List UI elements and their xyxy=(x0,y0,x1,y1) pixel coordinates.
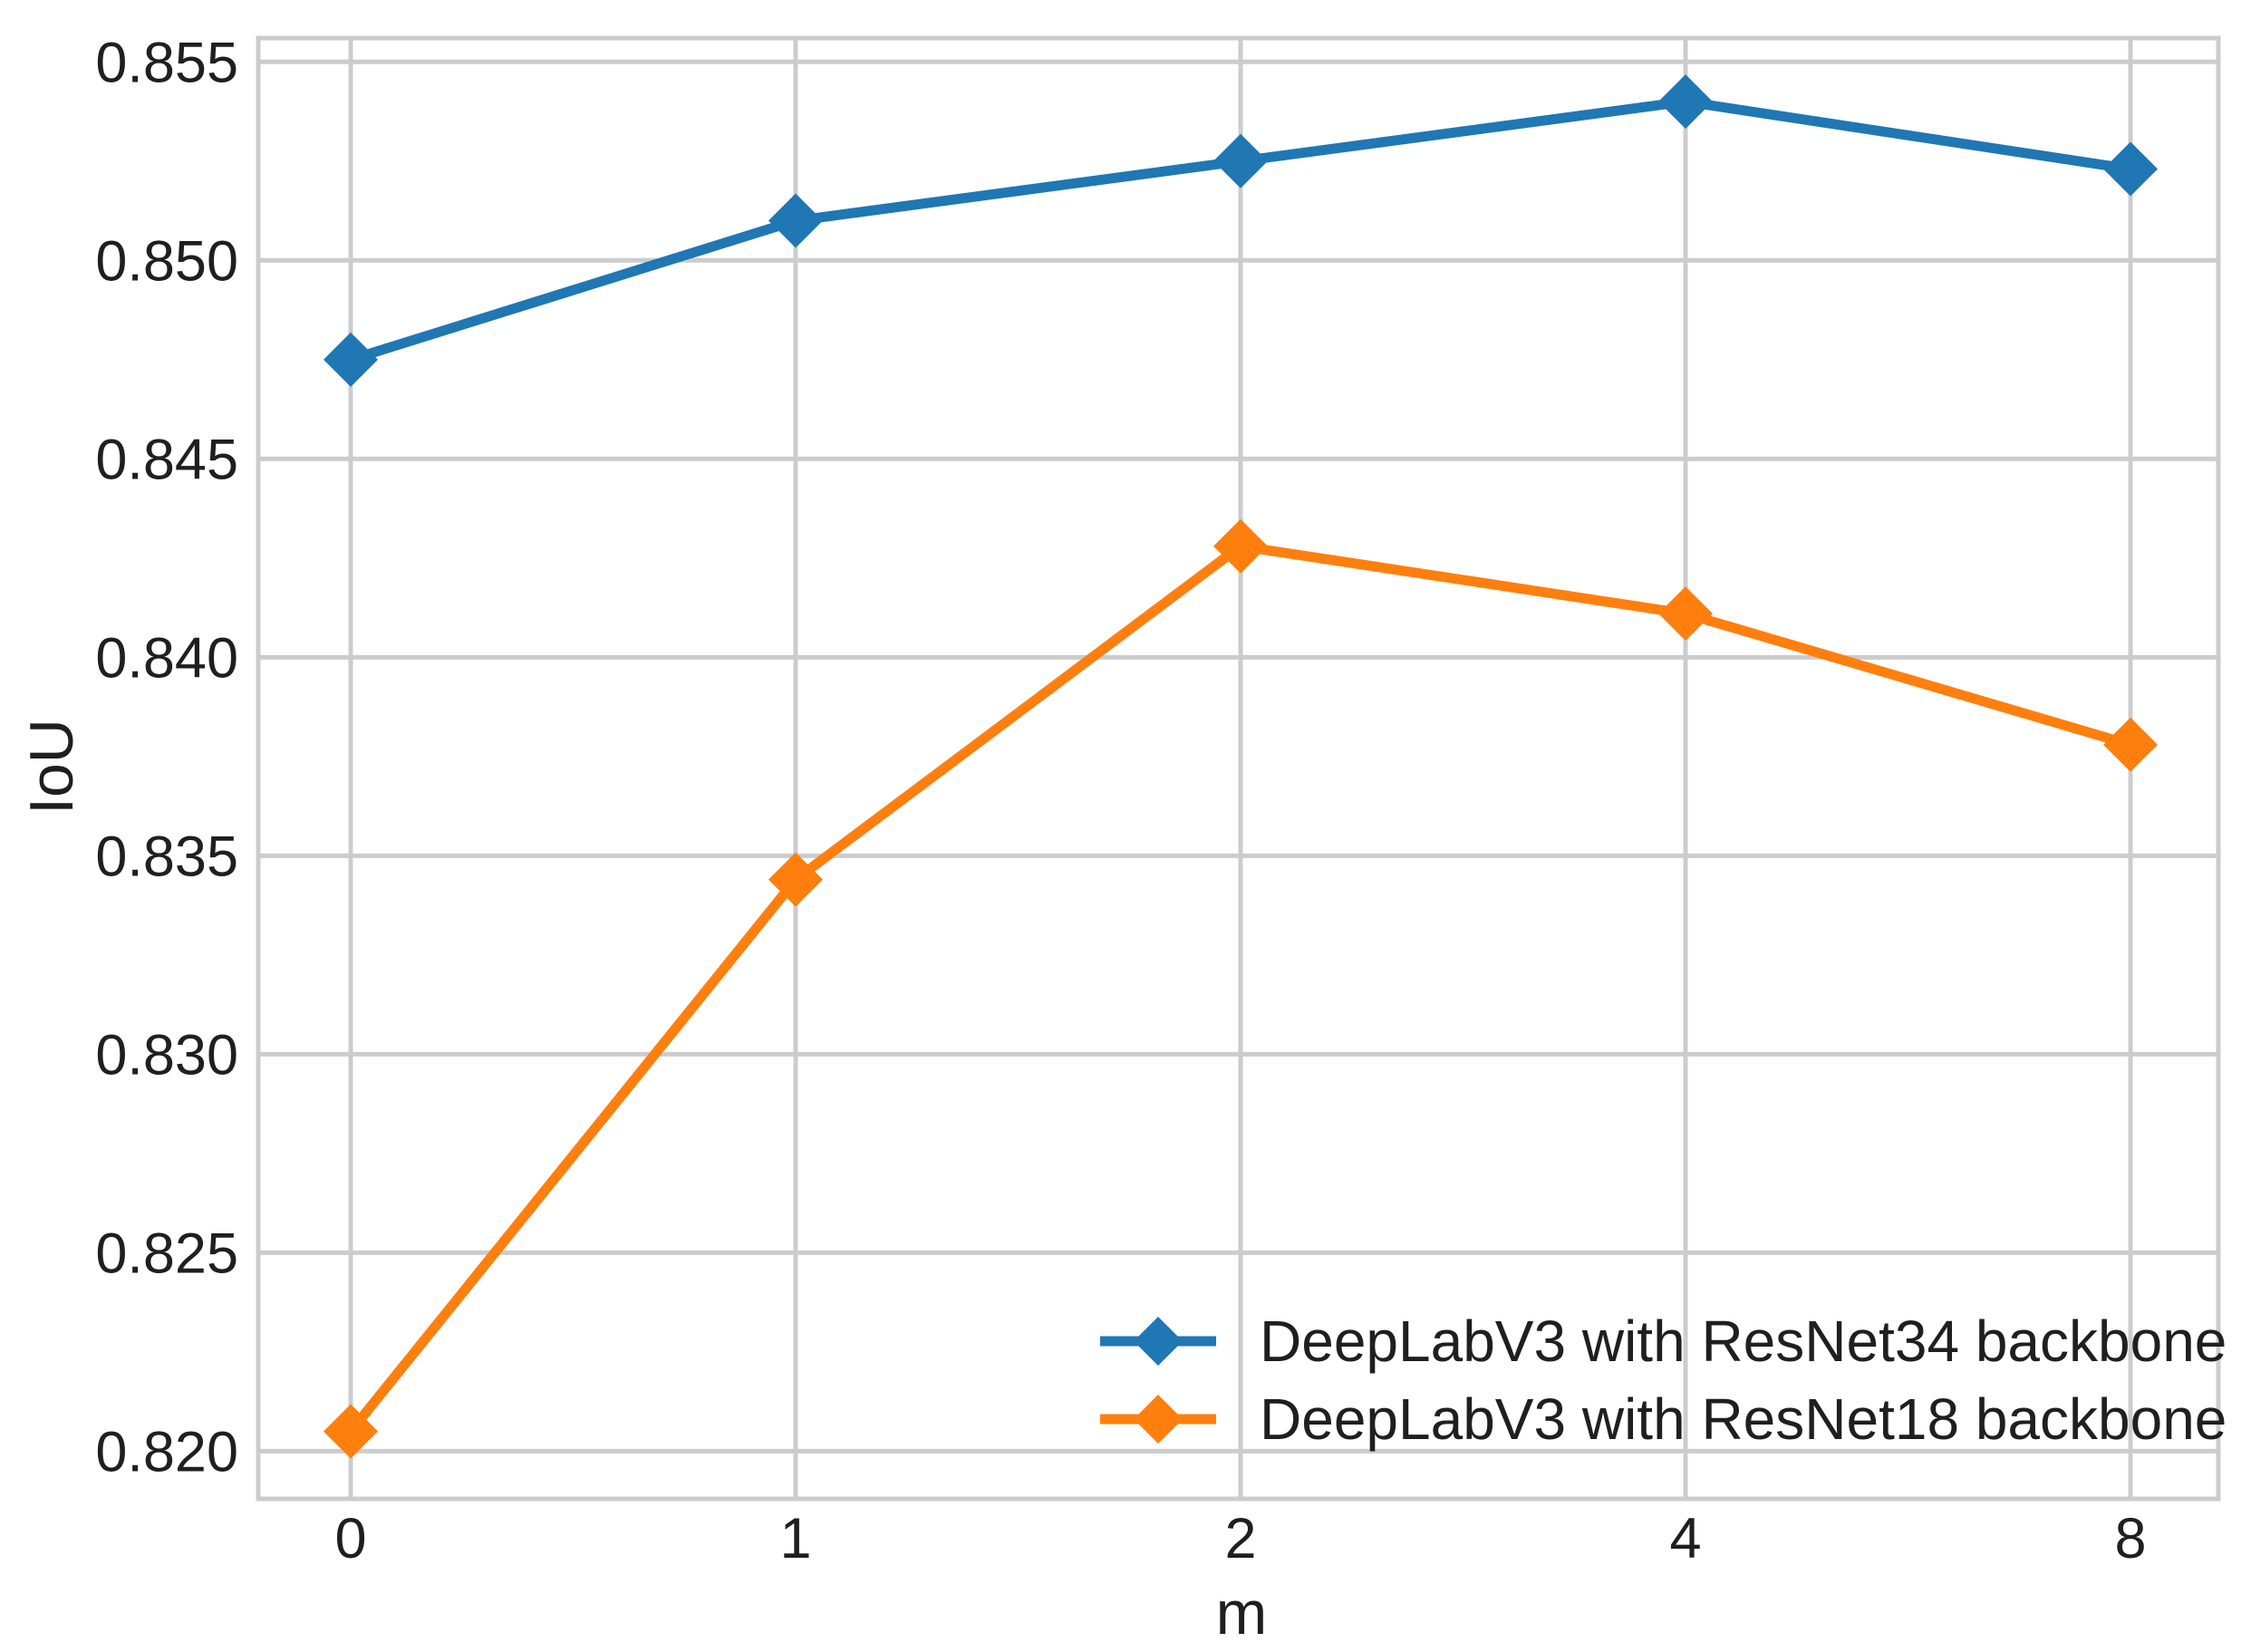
legend: DeepLabV3 with ResNet34 backbone DeepLab… xyxy=(1100,1302,2227,1458)
y-tick-label: 0.845 xyxy=(95,428,238,491)
y-tick-label: 0.820 xyxy=(95,1420,238,1483)
legend-marker-diamond-icon xyxy=(1100,1317,1216,1366)
y-tick-label: 0.830 xyxy=(95,1023,238,1087)
x-tick-label: 4 xyxy=(1669,1507,1701,1570)
x-tick-label: 0 xyxy=(334,1507,366,1570)
y-tick-label: 0.835 xyxy=(95,825,238,888)
x-tick-label: 8 xyxy=(2114,1507,2146,1570)
legend-item-resnet34: DeepLabV3 with ResNet34 backbone xyxy=(1100,1302,2227,1380)
y-tick-label: 0.855 xyxy=(95,31,238,94)
y-axis-label: IoU xyxy=(17,719,86,815)
x-tick-label: 1 xyxy=(779,1507,811,1570)
x-tick-label: 2 xyxy=(1224,1507,1256,1570)
y-tick-label: 0.840 xyxy=(95,626,238,690)
legend-item-resnet18: DeepLabV3 with ResNet18 backbone xyxy=(1100,1380,2227,1458)
y-tick-label: 0.825 xyxy=(95,1222,238,1285)
legend-label: DeepLabV3 with ResNet34 backbone xyxy=(1260,1309,2227,1374)
y-tick-label: 0.850 xyxy=(95,229,238,293)
legend-marker-diamond-icon xyxy=(1100,1395,1216,1444)
x-axis-label: m xyxy=(1215,1579,1268,1647)
legend-label: DeepLabV3 with ResNet18 backbone xyxy=(1260,1386,2227,1452)
